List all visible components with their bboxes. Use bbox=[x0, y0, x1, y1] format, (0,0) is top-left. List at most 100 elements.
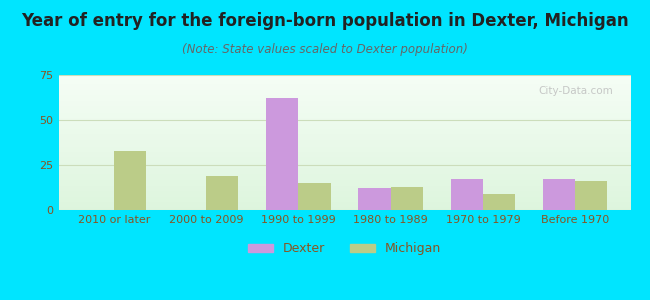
Bar bbox=[58, 133, 630, 134]
Bar bbox=[58, 159, 630, 160]
Bar bbox=[58, 132, 630, 133]
Bar bbox=[58, 118, 630, 119]
Bar bbox=[58, 114, 630, 116]
Bar bbox=[58, 87, 630, 88]
Bar bbox=[58, 95, 630, 97]
Bar bbox=[58, 151, 630, 152]
Bar bbox=[58, 141, 630, 142]
Bar bbox=[58, 112, 630, 113]
Bar bbox=[58, 134, 630, 136]
Bar bbox=[58, 187, 630, 188]
Bar bbox=[58, 140, 630, 141]
Bar bbox=[58, 199, 630, 201]
Bar bbox=[58, 86, 630, 87]
Bar bbox=[266, 98, 298, 210]
Bar bbox=[58, 105, 630, 106]
Bar bbox=[58, 172, 630, 173]
Text: City-Data.com: City-Data.com bbox=[539, 86, 614, 96]
Bar bbox=[58, 182, 630, 183]
Bar bbox=[58, 128, 630, 129]
Bar bbox=[483, 194, 515, 210]
Bar bbox=[450, 179, 483, 210]
Bar bbox=[58, 113, 630, 114]
Bar bbox=[58, 191, 630, 193]
Bar bbox=[58, 125, 630, 126]
Bar bbox=[58, 160, 630, 161]
Text: Year of entry for the foreign-born population in Dexter, Michigan: Year of entry for the foreign-born popul… bbox=[21, 12, 629, 30]
Bar bbox=[58, 188, 630, 190]
Bar bbox=[58, 117, 630, 118]
Bar bbox=[391, 187, 423, 210]
Bar bbox=[58, 82, 630, 83]
Bar bbox=[206, 176, 239, 210]
Bar bbox=[58, 109, 630, 110]
Bar bbox=[58, 161, 630, 163]
Bar bbox=[575, 181, 608, 210]
Bar bbox=[58, 176, 630, 178]
Bar bbox=[58, 209, 630, 210]
Bar bbox=[358, 188, 391, 210]
Bar bbox=[58, 98, 630, 99]
Bar bbox=[58, 203, 630, 205]
Bar bbox=[58, 97, 630, 98]
Bar bbox=[58, 80, 630, 82]
Bar bbox=[58, 198, 630, 199]
Bar bbox=[58, 194, 630, 195]
Bar bbox=[58, 195, 630, 196]
Bar bbox=[298, 183, 331, 210]
Bar bbox=[58, 193, 630, 194]
Bar bbox=[58, 79, 630, 80]
Bar bbox=[58, 126, 630, 128]
Bar bbox=[58, 184, 630, 186]
Bar bbox=[58, 90, 630, 91]
Bar bbox=[58, 179, 630, 180]
Bar bbox=[58, 85, 630, 86]
Bar bbox=[58, 153, 630, 154]
Bar bbox=[58, 75, 630, 76]
Bar bbox=[58, 202, 630, 203]
Bar bbox=[58, 148, 630, 149]
Legend: Dexter, Michigan: Dexter, Michigan bbox=[242, 238, 447, 260]
Bar bbox=[58, 205, 630, 206]
Bar bbox=[58, 92, 630, 94]
Bar bbox=[58, 175, 630, 176]
Bar bbox=[58, 137, 630, 138]
Bar bbox=[58, 142, 630, 144]
Bar bbox=[58, 119, 630, 121]
Bar bbox=[58, 94, 630, 95]
Bar bbox=[58, 130, 630, 132]
Bar bbox=[58, 83, 630, 84]
Bar bbox=[58, 121, 630, 122]
Bar bbox=[58, 163, 630, 164]
Bar bbox=[58, 78, 630, 79]
Bar bbox=[58, 168, 630, 170]
Bar bbox=[58, 171, 630, 172]
Bar bbox=[58, 129, 630, 130]
Text: (Note: State values scaled to Dexter population): (Note: State values scaled to Dexter pop… bbox=[182, 44, 468, 56]
Bar bbox=[58, 196, 630, 198]
Bar bbox=[58, 207, 630, 209]
Bar bbox=[58, 155, 630, 156]
Bar bbox=[543, 179, 575, 210]
Bar bbox=[58, 136, 630, 137]
Bar bbox=[58, 99, 630, 101]
Bar bbox=[58, 139, 630, 140]
Bar bbox=[58, 178, 630, 179]
Bar bbox=[114, 151, 146, 210]
Bar bbox=[58, 76, 630, 78]
Bar bbox=[58, 173, 630, 175]
Bar bbox=[58, 149, 630, 151]
Bar bbox=[58, 167, 630, 168]
Bar bbox=[58, 156, 630, 157]
Bar bbox=[58, 116, 630, 117]
Bar bbox=[58, 157, 630, 159]
Bar bbox=[58, 147, 630, 148]
Bar bbox=[58, 164, 630, 165]
Bar bbox=[58, 124, 630, 125]
Bar bbox=[58, 186, 630, 187]
Bar bbox=[58, 88, 630, 90]
Bar bbox=[58, 107, 630, 109]
Bar bbox=[58, 144, 630, 145]
Bar bbox=[58, 122, 630, 124]
Bar bbox=[58, 201, 630, 202]
